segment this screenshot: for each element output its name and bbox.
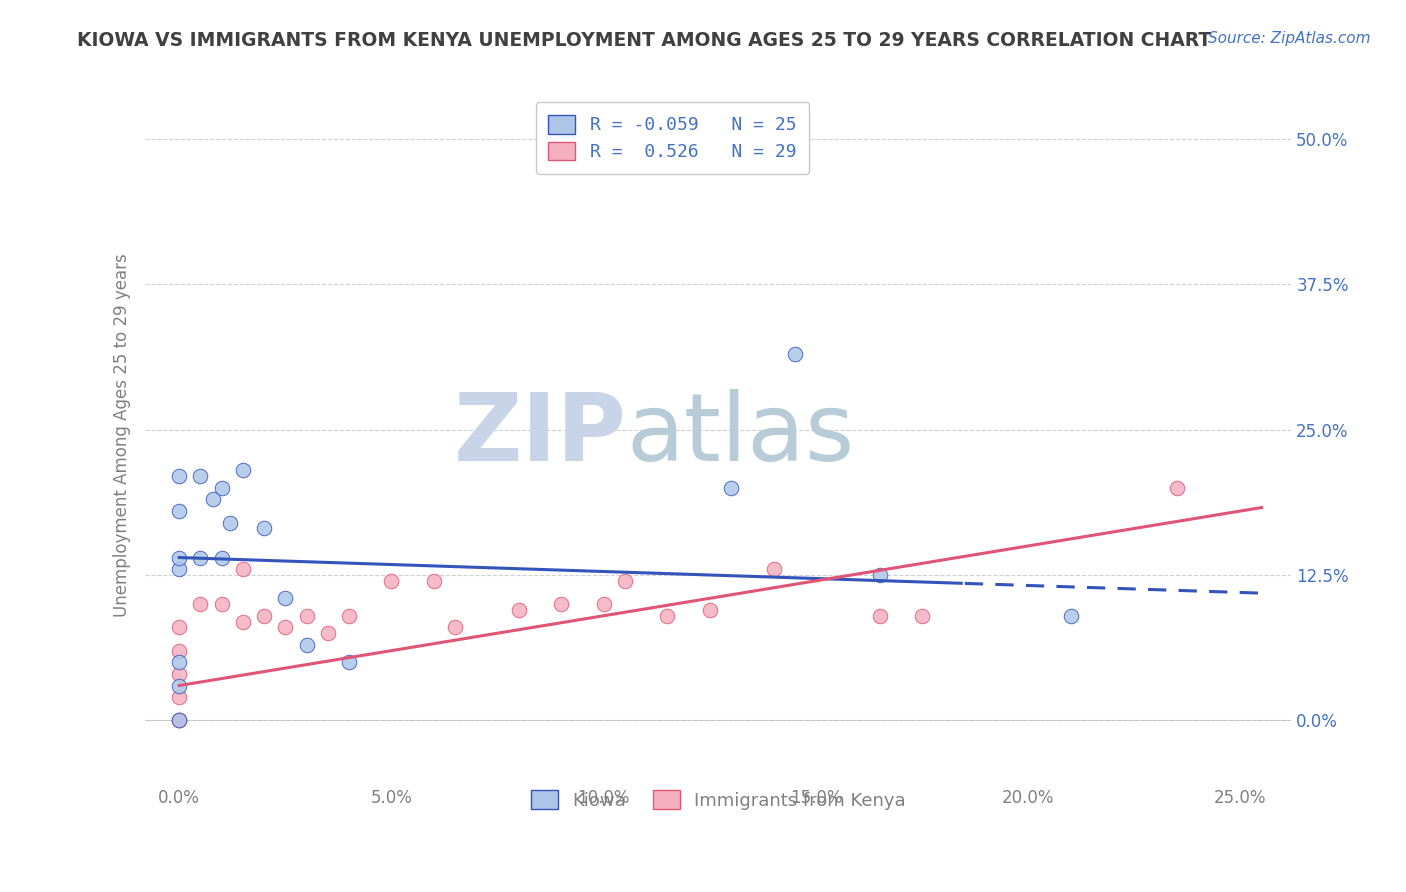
Point xyxy=(169,714,191,728)
Point xyxy=(274,620,297,634)
Point xyxy=(219,516,242,530)
Point xyxy=(169,643,191,657)
Point xyxy=(232,615,254,629)
Point xyxy=(1059,608,1081,623)
Point xyxy=(169,655,191,669)
Point xyxy=(202,492,225,507)
Point xyxy=(169,620,191,634)
Point xyxy=(211,550,233,565)
Point xyxy=(613,574,636,588)
Point xyxy=(253,608,276,623)
Point xyxy=(657,608,679,623)
Point xyxy=(911,608,934,623)
Point xyxy=(699,603,721,617)
Point xyxy=(232,463,254,477)
Point xyxy=(169,550,191,565)
Point xyxy=(316,626,339,640)
Text: ZIP: ZIP xyxy=(454,390,627,482)
Legend: Kiowa, Immigrants from Kenya: Kiowa, Immigrants from Kenya xyxy=(516,776,921,824)
Point xyxy=(190,469,212,483)
Point xyxy=(169,690,191,705)
Point xyxy=(550,597,572,611)
Point xyxy=(169,562,191,576)
Point xyxy=(592,597,614,611)
Point xyxy=(783,347,806,361)
Point xyxy=(253,521,276,535)
Point xyxy=(720,481,742,495)
Point xyxy=(169,679,191,693)
Point xyxy=(169,666,191,681)
Point xyxy=(211,597,233,611)
Point xyxy=(295,638,318,652)
Point xyxy=(444,620,467,634)
Point xyxy=(190,550,212,565)
Point xyxy=(169,714,191,728)
Text: KIOWA VS IMMIGRANTS FROM KENYA UNEMPLOYMENT AMONG AGES 25 TO 29 YEARS CORRELATIO: KIOWA VS IMMIGRANTS FROM KENYA UNEMPLOYM… xyxy=(77,31,1212,50)
Text: Source: ZipAtlas.com: Source: ZipAtlas.com xyxy=(1208,31,1371,46)
Point xyxy=(337,655,360,669)
Point xyxy=(211,481,233,495)
Y-axis label: Unemployment Among Ages 25 to 29 years: Unemployment Among Ages 25 to 29 years xyxy=(114,253,131,617)
Point xyxy=(762,562,785,576)
Point xyxy=(508,603,530,617)
Point xyxy=(169,714,191,728)
Point xyxy=(274,591,297,606)
Point xyxy=(337,608,360,623)
Point xyxy=(232,562,254,576)
Point xyxy=(169,504,191,518)
Point xyxy=(1166,481,1188,495)
Point xyxy=(295,608,318,623)
Point xyxy=(169,469,191,483)
Point xyxy=(190,597,212,611)
Point xyxy=(380,574,402,588)
Point xyxy=(869,608,891,623)
Text: atlas: atlas xyxy=(627,390,855,482)
Point xyxy=(869,568,891,582)
Point xyxy=(423,574,446,588)
